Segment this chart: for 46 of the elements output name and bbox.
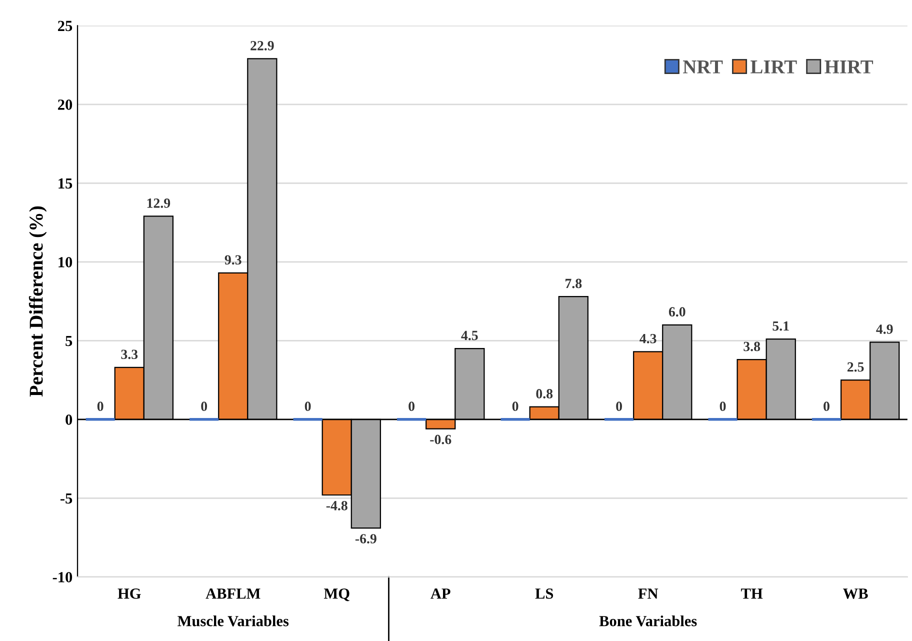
data-label: 0: [616, 402, 622, 412]
data-label: 0: [824, 402, 830, 412]
data-label: 5.1: [772, 321, 789, 331]
data-label: 0: [201, 402, 208, 412]
data-label: 0: [97, 402, 104, 412]
x-tick-label: TH: [741, 588, 763, 599]
data-label: 0: [720, 402, 726, 412]
data-label: 9.3: [224, 255, 242, 265]
x-tick-label: WB: [843, 588, 868, 599]
data-label: 4.9: [876, 324, 893, 334]
x-tick-label: MQ: [324, 588, 350, 602]
data-label: 12.9: [147, 198, 170, 208]
legend-label: HIRT: [824, 60, 874, 74]
data-label: -6.9: [355, 534, 376, 544]
y-tick-label: 15: [58, 178, 72, 189]
data-label: 4.3: [640, 334, 656, 344]
data-label: 0: [304, 402, 311, 412]
data-label: 0: [408, 402, 415, 412]
x-tick-label: LS: [535, 588, 554, 599]
y-tick-label: -5: [60, 493, 72, 504]
y-tick-label: 10: [58, 257, 72, 268]
y-axis-title: Percent Difference (%): [28, 206, 47, 397]
x-tick-label: FN: [638, 588, 658, 599]
data-label: 6.0: [668, 307, 686, 317]
data-label: 0: [512, 402, 518, 412]
x-tick-label: HG: [118, 588, 141, 599]
x-tick-label: AP: [430, 588, 450, 599]
y-tick-label: -10: [52, 572, 72, 582]
text: Muscle Variables: [178, 615, 289, 626]
data-label: 0.8: [536, 389, 553, 398]
data-label: 22.9: [250, 41, 274, 50]
legend-label: NRT: [683, 60, 723, 74]
y-tick-label: 0: [66, 414, 72, 425]
y-tick-label: 5: [66, 336, 72, 346]
data-label: 2.5: [847, 362, 864, 372]
text: Bone Variables: [599, 615, 697, 626]
data-label: 3.8: [744, 342, 760, 352]
data-label: 3.3: [121, 350, 138, 360]
data-label: 7.8: [566, 278, 582, 288]
y-tick-label: 25: [58, 20, 72, 32]
data-label: -4.8: [326, 500, 348, 510]
data-label: -0.6: [430, 434, 452, 444]
x-tick-label: ABFLM: [206, 588, 260, 599]
y-tick-label: 20: [58, 100, 72, 110]
legend-label: LIRT: [750, 60, 797, 74]
data-label: 4.5: [461, 330, 478, 340]
